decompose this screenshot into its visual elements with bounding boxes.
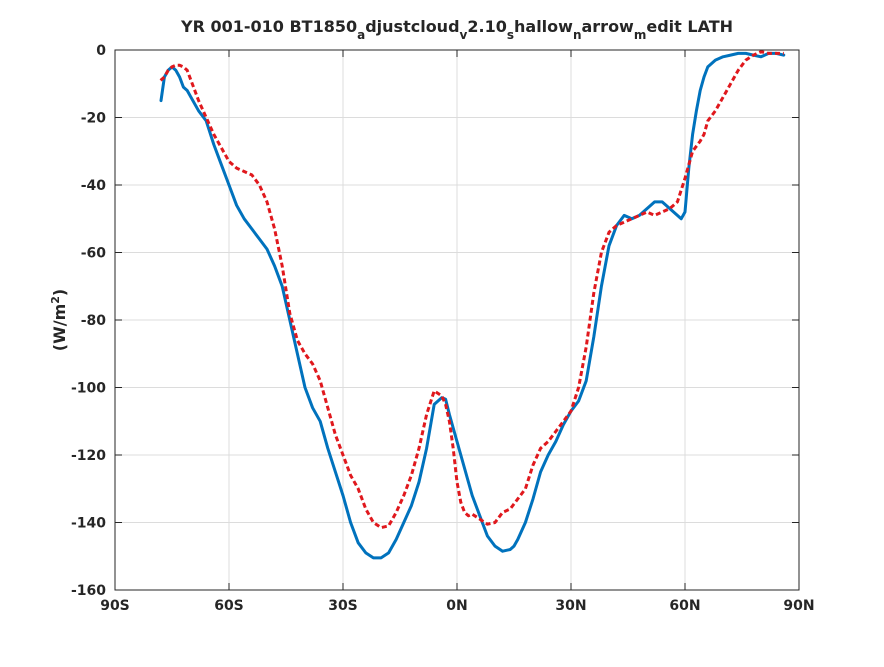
y-tick-label: -80	[81, 313, 107, 329]
title-part-5: s	[507, 28, 514, 42]
x-tick-label: 90N	[783, 598, 814, 614]
x-tick-label: 90S	[100, 598, 130, 614]
title-part-7: n	[573, 28, 582, 42]
y-label-text: (W/m	[50, 304, 69, 351]
x-tick-label: 60N	[669, 598, 700, 614]
axis-ticks	[114, 49, 800, 591]
title-part-6: hallow	[514, 17, 573, 36]
y-tick-label: -140	[71, 516, 106, 532]
y-tick-label: -100	[71, 381, 106, 397]
title-part-4: 2.10	[467, 17, 506, 36]
title-part-3: v	[460, 28, 468, 42]
title-part-0: YR 001-010 BT1850	[180, 17, 357, 36]
y-label-close: )	[50, 289, 69, 296]
series-layer	[159, 50, 786, 560]
y-tick-label: 0	[96, 43, 106, 59]
y-label-sup: 2	[49, 296, 62, 304]
y-tick-labels: 0 -20 -40 -60 -80 -100 -120 -140 -160	[71, 43, 106, 599]
title-part-2: djustcloud	[365, 17, 459, 36]
y-tick-label: -60	[81, 246, 107, 262]
y-tick-label: -40	[81, 178, 107, 194]
x-tick-labels: 90S 60S 30S 0N 30N 60N 90N	[100, 598, 814, 614]
title-part-10: edit LATH	[646, 17, 733, 36]
title-part-1: a	[357, 28, 365, 42]
x-tick-label: 30N	[555, 598, 586, 614]
chart-title: YR 001-010 BT1850adjustcloudv2.10shallow…	[180, 17, 733, 42]
y-axis-label: (W/m2)	[49, 289, 70, 351]
x-tick-label: 0N	[446, 598, 467, 614]
series-line-2	[159, 50, 784, 530]
title-part-9: m	[634, 28, 647, 42]
y-tick-label: -160	[71, 583, 106, 599]
x-tick-label: 60S	[214, 598, 244, 614]
y-tick-label: -120	[71, 448, 106, 464]
y-tick-label: -20	[81, 111, 107, 127]
title-part-8: arrow	[581, 17, 634, 36]
x-tick-label: 30S	[328, 598, 358, 614]
